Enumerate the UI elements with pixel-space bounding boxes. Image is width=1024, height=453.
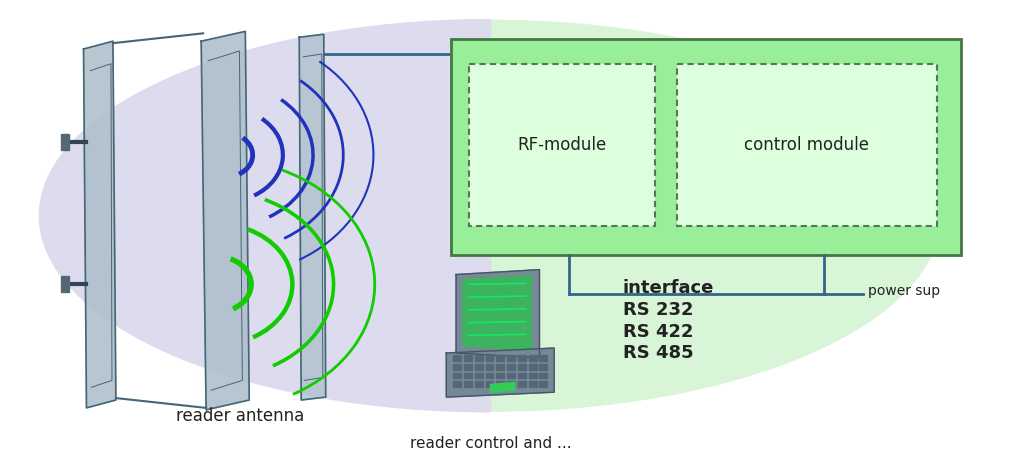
Bar bbox=[507, 372, 515, 378]
Bar bbox=[497, 381, 504, 387]
Text: RS 485: RS 485 bbox=[623, 344, 693, 362]
Text: reader control and ...: reader control and ... bbox=[410, 436, 571, 451]
Bar bbox=[497, 355, 504, 361]
Bar bbox=[518, 372, 525, 378]
Polygon shape bbox=[39, 19, 490, 412]
Bar bbox=[497, 364, 504, 370]
Bar bbox=[454, 364, 461, 370]
Text: control module: control module bbox=[744, 135, 869, 154]
Bar bbox=[507, 364, 515, 370]
Bar bbox=[475, 381, 482, 387]
Bar bbox=[507, 381, 515, 387]
Text: RS 422: RS 422 bbox=[623, 323, 693, 341]
Bar bbox=[464, 364, 472, 370]
Bar bbox=[540, 364, 547, 370]
Bar bbox=[540, 381, 547, 387]
Bar bbox=[497, 372, 504, 378]
Polygon shape bbox=[446, 348, 554, 397]
Polygon shape bbox=[299, 34, 326, 400]
Bar bbox=[464, 355, 472, 361]
Bar bbox=[61, 276, 69, 292]
Bar bbox=[454, 355, 461, 361]
Text: RS 232: RS 232 bbox=[623, 301, 693, 319]
Bar bbox=[528, 364, 537, 370]
Bar bbox=[454, 372, 461, 378]
Text: RF-module: RF-module bbox=[517, 135, 606, 154]
Text: power sup: power sup bbox=[868, 284, 940, 298]
Bar bbox=[452, 39, 962, 255]
Bar bbox=[540, 372, 547, 378]
Polygon shape bbox=[463, 275, 531, 350]
Bar bbox=[528, 355, 537, 361]
Bar bbox=[469, 64, 655, 226]
Bar bbox=[485, 372, 494, 378]
Bar bbox=[528, 372, 537, 378]
Bar bbox=[528, 381, 537, 387]
Polygon shape bbox=[201, 31, 249, 410]
Bar bbox=[677, 64, 937, 226]
Bar bbox=[464, 372, 472, 378]
Bar bbox=[464, 381, 472, 387]
Text: reader antenna: reader antenna bbox=[176, 407, 304, 425]
Bar bbox=[454, 381, 461, 387]
Text: interface: interface bbox=[623, 280, 714, 298]
Bar bbox=[485, 381, 494, 387]
Ellipse shape bbox=[39, 19, 941, 412]
Bar bbox=[61, 135, 69, 150]
Polygon shape bbox=[84, 41, 116, 408]
Polygon shape bbox=[490, 382, 515, 392]
Bar bbox=[518, 381, 525, 387]
Bar bbox=[518, 355, 525, 361]
Bar bbox=[485, 364, 494, 370]
Polygon shape bbox=[456, 270, 540, 358]
Bar bbox=[540, 355, 547, 361]
Bar bbox=[475, 364, 482, 370]
Bar bbox=[485, 355, 494, 361]
Bar bbox=[475, 372, 482, 378]
Bar bbox=[507, 355, 515, 361]
Bar bbox=[518, 364, 525, 370]
Bar bbox=[475, 355, 482, 361]
